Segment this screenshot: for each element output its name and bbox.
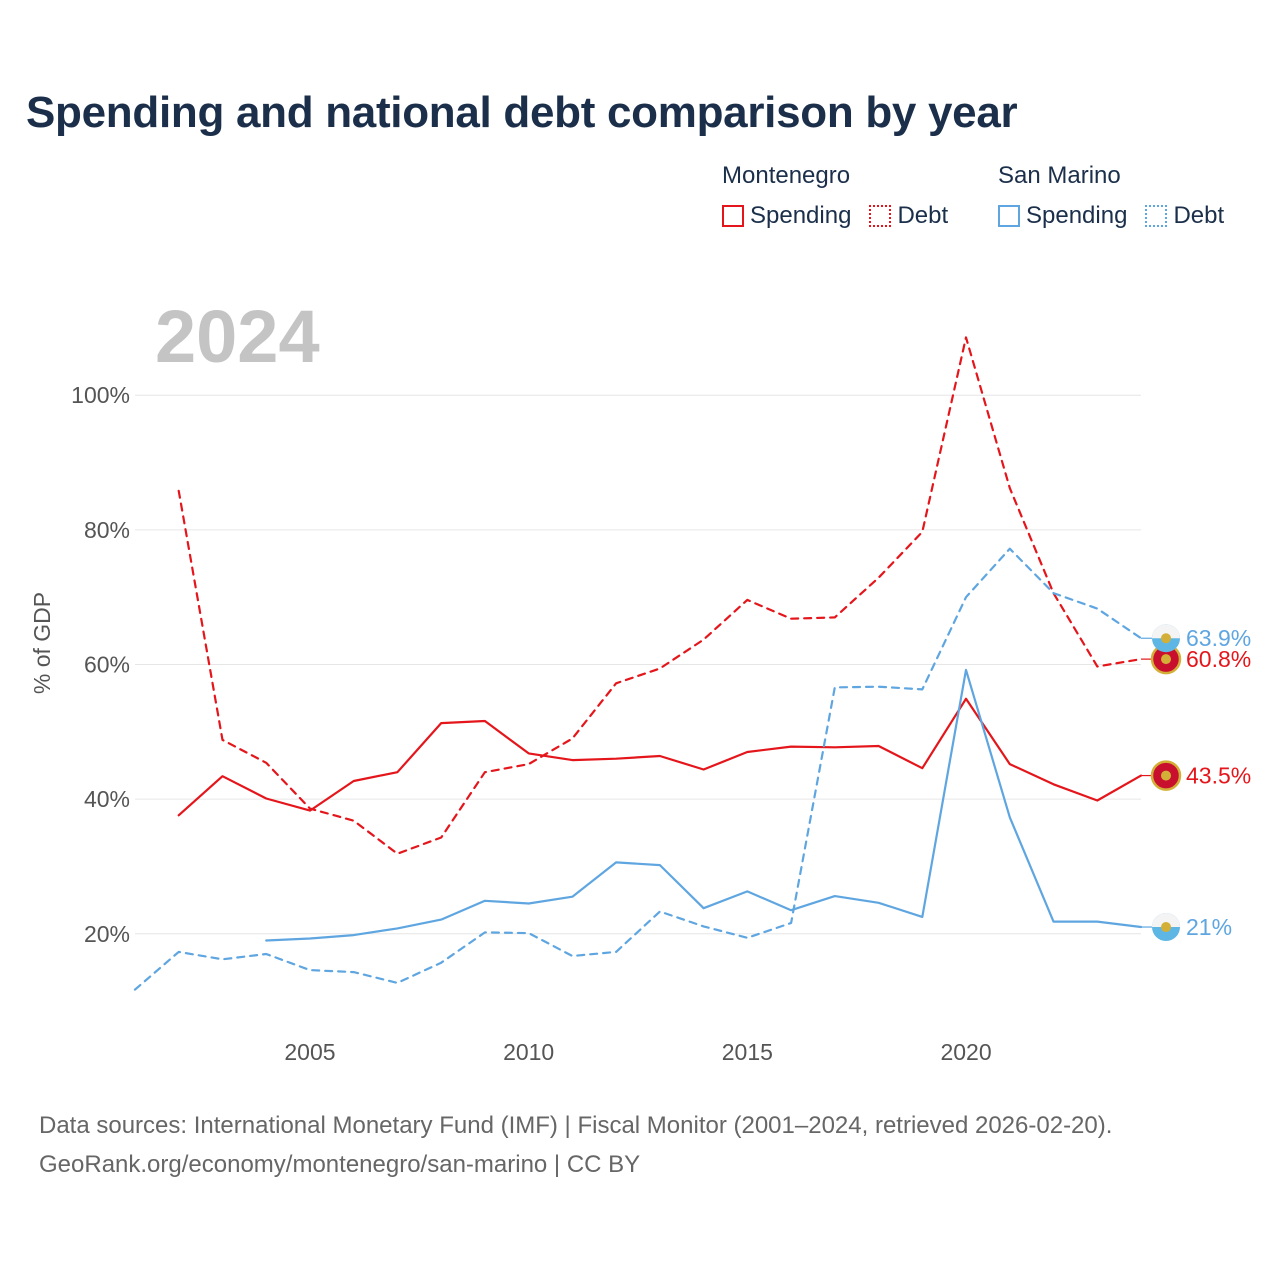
legend-swatch-solid-red (722, 205, 744, 227)
legend-san-marino-name: San Marino (998, 162, 1121, 189)
end-labels: 43.5% 60.8% 21% 63.9% (1141, 624, 1251, 942)
san-marino-emblem-icon (1161, 633, 1171, 644)
series-line-montenegro-debt[interactable] (177, 336, 1143, 855)
legend-san-marino-debt-label: Debt (1173, 202, 1225, 229)
montenegro-emblem-icon (1161, 654, 1171, 665)
y-axis: 20% 40% 60% 80% 100% (71, 382, 130, 947)
legend-swatch-dotted-blue (1145, 205, 1168, 227)
source-line-2: GeoRank.org/economy/montenegro/san-marin… (39, 1151, 641, 1178)
legend-montenegro-spending[interactable]: Spending (722, 202, 851, 230)
series-line-san-marino-debt[interactable] (133, 547, 1143, 991)
legend-san-marino: San Marino Spending Debt (998, 162, 1224, 230)
montenegro-emblem-icon (1161, 770, 1171, 781)
san-marino-emblem-icon (1161, 922, 1171, 933)
chart-title: Spending and national debt comparison by… (26, 88, 1018, 137)
y-tick-label: 60% (84, 652, 130, 678)
line-chart: 2024 20% 40% 60% 80% 100% 2005 2010 2015 2020 %… (29, 295, 1251, 1065)
legend-montenegro-spending-label: Spending (750, 202, 852, 229)
year-label: 2024 (155, 295, 320, 378)
x-tick-label: 2010 (503, 1039, 554, 1065)
y-tick-label: 20% (84, 921, 130, 947)
x-axis: 2005 2010 2015 2020 (284, 1039, 991, 1065)
x-tick-label: 2015 (722, 1039, 773, 1065)
x-tick-label: 2005 (284, 1039, 335, 1065)
end-value-label: 63.9% (1186, 625, 1251, 651)
end-value-label: 43.5% (1186, 763, 1251, 789)
y-tick-label: 100% (71, 382, 130, 408)
end-value-label: 60.8% (1186, 646, 1251, 672)
series-lines (133, 336, 1143, 991)
series-line-montenegro-spending[interactable] (177, 697, 1143, 817)
legend-montenegro: Montenegro Spending Debt (722, 162, 966, 230)
legend-swatch-solid-blue (998, 205, 1020, 227)
series-line-san-marino-spending[interactable] (265, 668, 1143, 942)
legend-montenegro-debt-label: Debt (897, 202, 949, 229)
y-tick-label: 40% (84, 786, 130, 812)
source-note: Data sources: International Monetary Fun… (39, 1106, 1112, 1184)
legend-san-marino-spending[interactable]: Spending (998, 202, 1127, 230)
san-marino-flag-top (1152, 624, 1181, 639)
legend-san-marino-debt[interactable]: Debt (1145, 202, 1224, 230)
y-tick-label: 80% (84, 517, 130, 543)
legend-san-marino-spending-label: Spending (1026, 202, 1128, 229)
y-axis-label: % of GDP (29, 592, 55, 694)
source-line-1: Data sources: International Monetary Fun… (39, 1112, 1113, 1139)
end-value-label: 21% (1186, 914, 1232, 940)
san-marino-flag-top (1152, 913, 1181, 928)
legend-montenegro-debt[interactable]: Debt (869, 202, 948, 230)
legend-montenegro-name: Montenegro (722, 162, 851, 189)
legend-swatch-dotted-red (869, 205, 892, 227)
grid-lines (135, 394, 1141, 935)
x-tick-label: 2020 (940, 1039, 991, 1065)
